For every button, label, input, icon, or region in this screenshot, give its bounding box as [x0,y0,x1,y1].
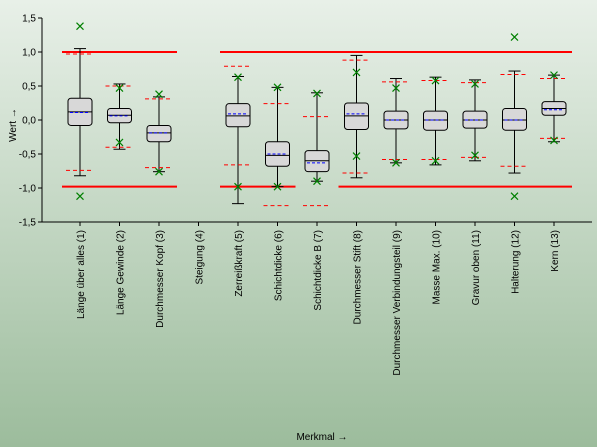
x-category-label: Schichtdicke (6) [274,230,285,301]
extreme-marker-max [471,80,479,88]
extreme-marker-max [431,76,440,85]
extreme-marker-max [273,83,282,92]
box-iqr [423,110,448,131]
extreme-marker-min [313,177,321,186]
y-tick-label: -0,5 [19,150,37,161]
x-category-label: Halterung (12) [511,230,522,294]
y-axis-title: Wert → [8,108,19,142]
x-category-label: Masse Max. (10) [432,230,443,304]
x-axis-title: Merkmal → [296,432,347,443]
x-category-label: Kern (13) [550,230,561,272]
y-axis-title-group: Wert → [8,108,19,142]
x-category-label: Durchmesser Stift (8) [353,230,364,324]
extreme-marker-max [352,68,361,77]
x-category-label: Steigung (4) [195,230,206,284]
x-category-label: Gravur oben (11) [471,230,482,305]
extreme-marker-min [550,136,558,145]
x-category-label: Länge über alles (1) [76,230,87,319]
extreme-marker-min [352,152,361,160]
y-tick-label: 1,5 [22,14,36,25]
extreme-marker-max [115,84,124,92]
box-iqr [146,124,172,143]
extreme-marker-max [155,90,163,99]
extreme-marker-min [392,158,400,167]
box-iqr [502,107,527,131]
extreme-marker-max [550,71,558,80]
extreme-marker-min [510,192,519,201]
extreme-marker-min [76,192,84,201]
box-iqr [225,103,251,128]
extreme-marker-max [76,22,84,31]
extreme-marker-max [510,33,519,41]
y-tick-label: 0,5 [22,82,36,93]
y-tick-label: 1,0 [22,48,36,59]
extreme-marker-max [234,73,242,82]
extreme-marker-max [313,89,321,98]
y-tick-label: -1,5 [19,218,37,229]
x-category-label: Schichtdicke B (7) [313,230,324,311]
extreme-marker-min [234,182,242,191]
x-category-label: Durchmesser Verbindungsteil (9) [392,230,403,376]
extreme-marker-min [115,138,124,147]
extreme-marker-min [155,167,163,176]
y-tick-label: -1,0 [19,184,37,195]
extreme-marker-min [273,182,282,191]
plot-area: -1,5 -1,0 -0,5 0,0 0,5 1,0 1,5 Länge über alles… [19,14,592,376]
x-category-label: Zerreißkraft (5) [234,230,245,297]
extreme-marker-max [392,84,400,92]
y-tick-label: 0,0 [22,116,36,127]
x-category-label: Länge Gewinde (2) [116,230,127,315]
extreme-marker-min [471,151,479,160]
extreme-marker-min [431,156,440,165]
x-category-label: Durchmesser Kopf (3) [155,230,166,328]
